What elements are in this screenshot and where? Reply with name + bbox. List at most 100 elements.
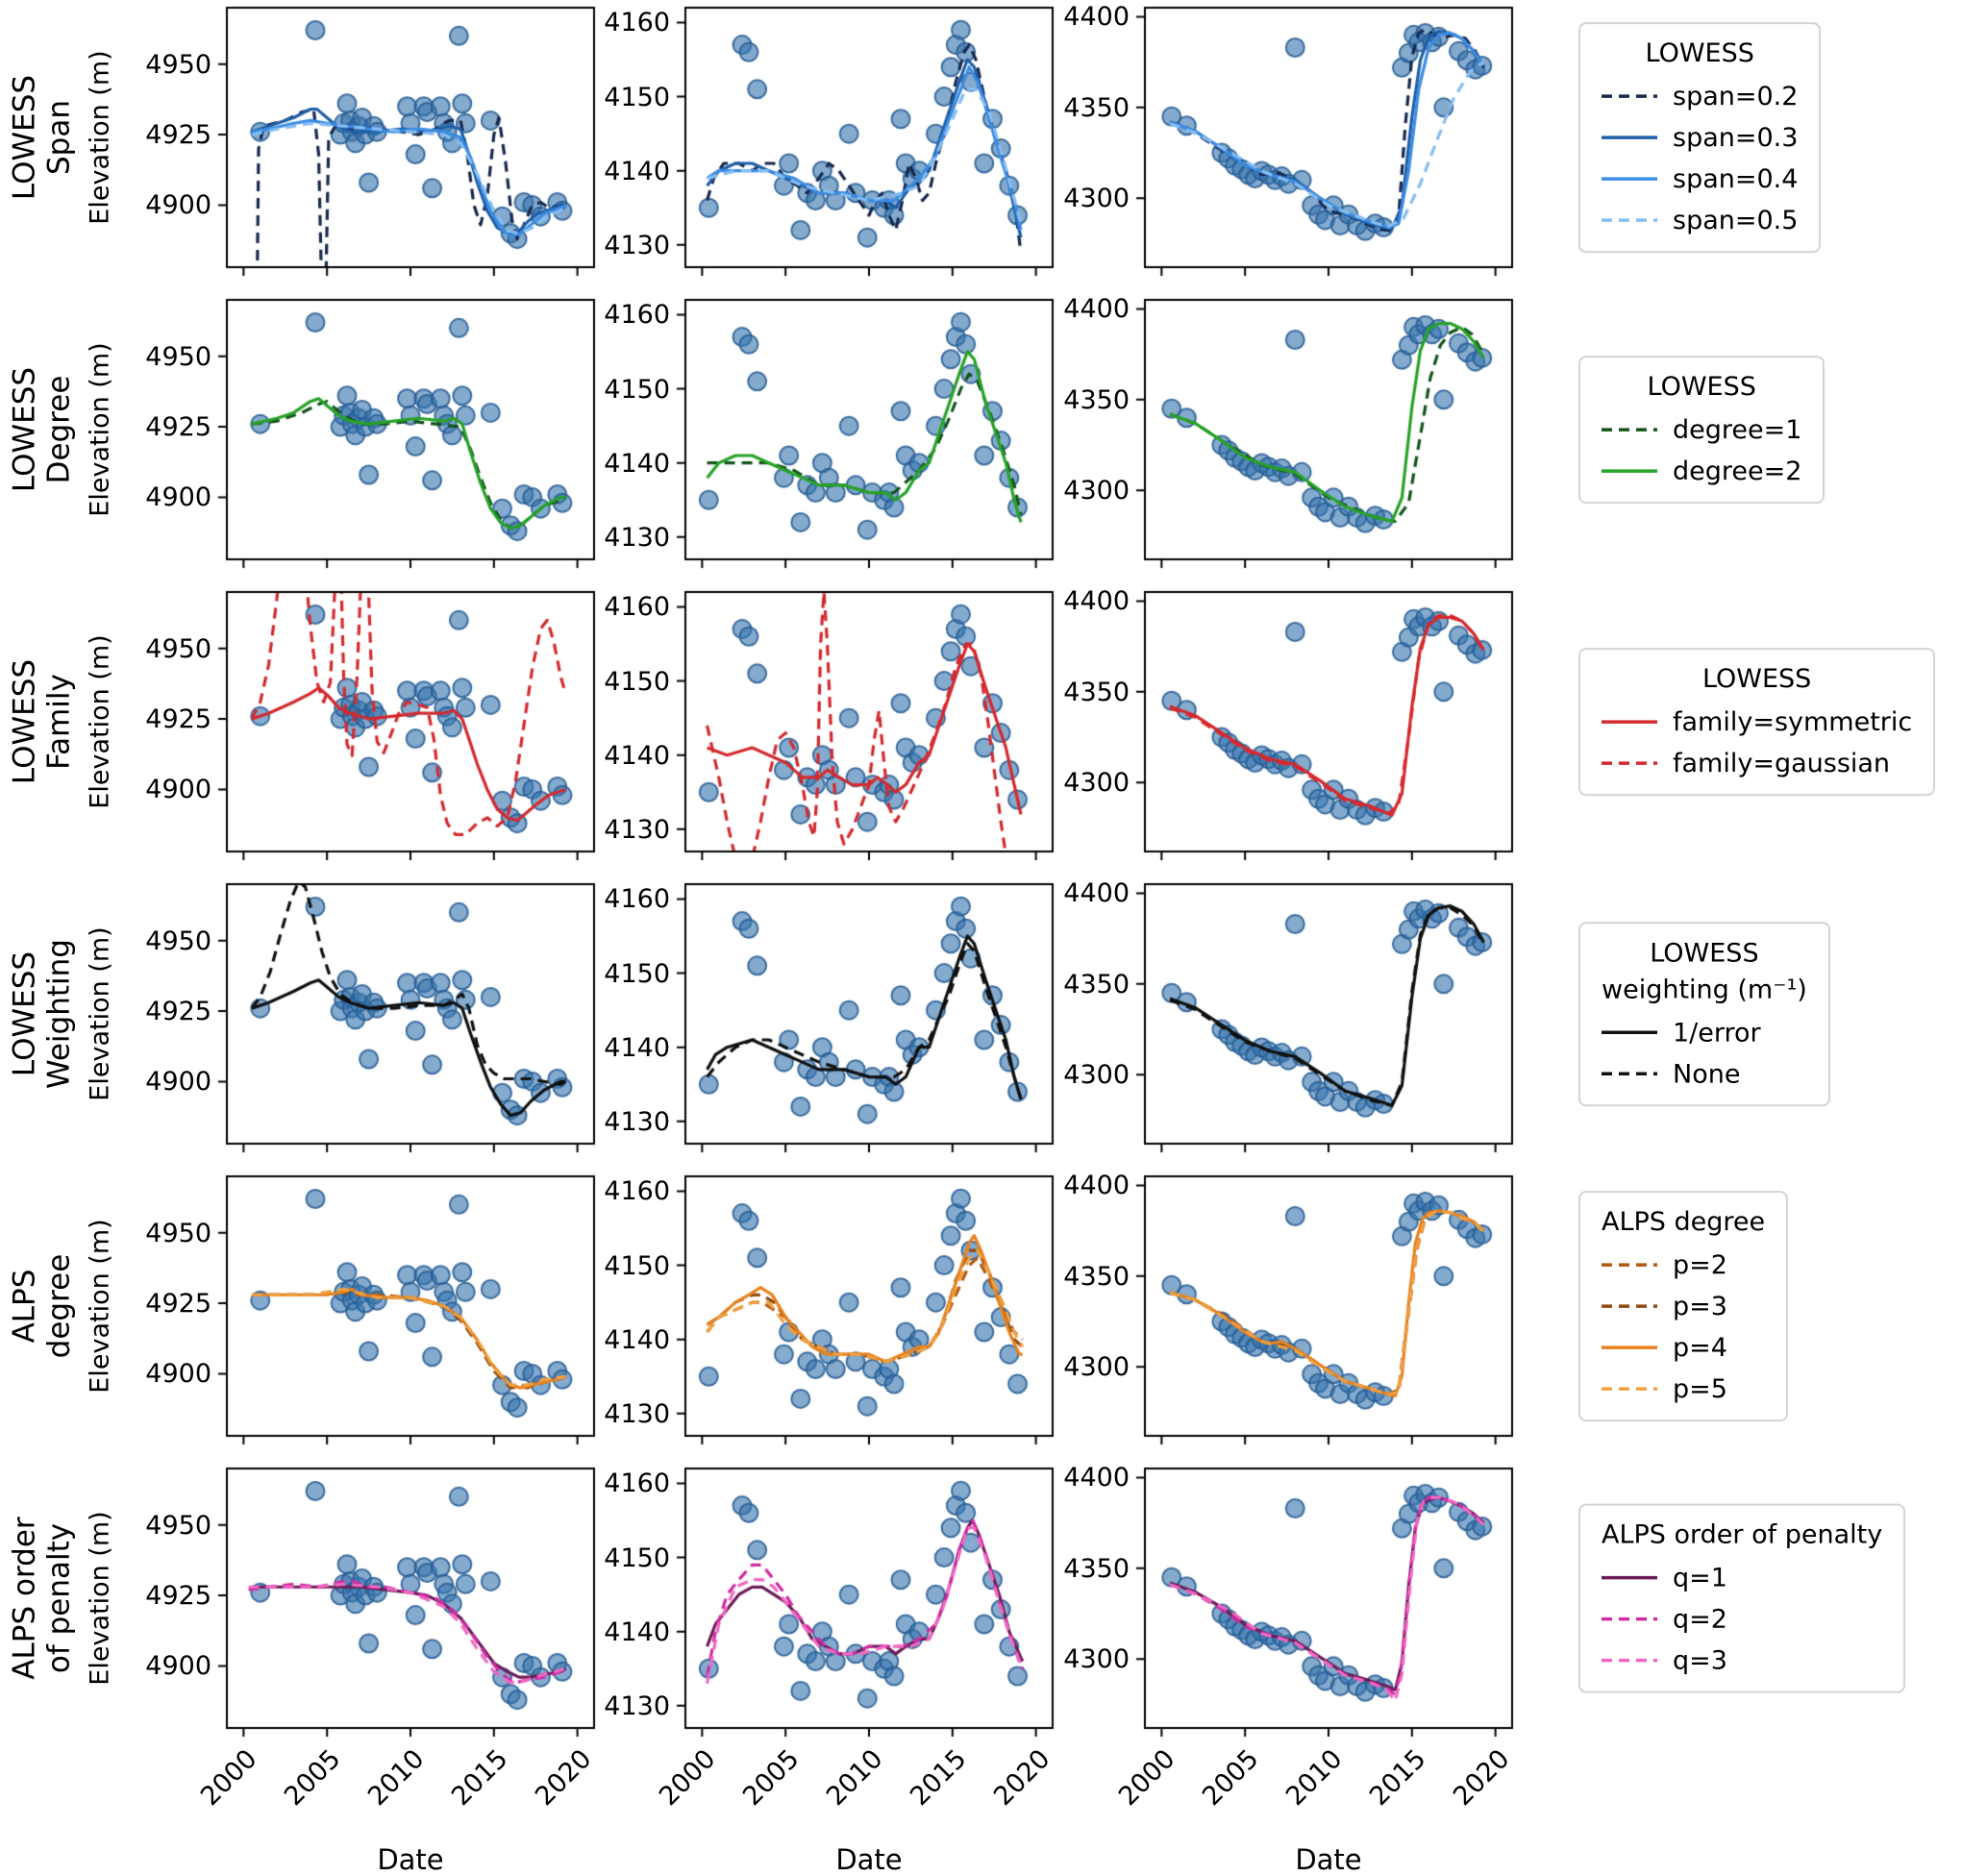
y-tick-label: 4350 [1063,969,1130,1000]
y-tick-label: 4150 [604,374,670,405]
y-tick-label: 4140 [604,1617,670,1647]
legend-line-sample-icon [1602,136,1657,140]
y-tick-label: 4400 [1063,2,1130,33]
legend-entry-label: span=0.5 [1673,205,1799,235]
legend-box: LOWESS span=0.2 span=0.3 span=0.4 span=0.5 [1578,22,1822,253]
legend-line-sample-icon [1602,94,1657,99]
legend-entry: span=0.3 [1602,123,1798,153]
y-tick-label: 4300 [1063,184,1130,214]
legend-entry: p=2 [1602,1250,1765,1280]
y-tick-label: 4140 [604,1032,670,1063]
legend-box: ALPS degree p=2 p=3 p=4 p=5 [1578,1191,1789,1421]
y-tick-label: 4950 [145,1218,211,1248]
legend-box: LOWESS degree=1 degree=2 [1578,356,1826,504]
y-tick-label: 4160 [604,300,670,331]
y-axis-label: Elevation (m) [85,1511,115,1686]
legend-line-sample-icon [1602,1617,1657,1621]
y-tick-label: 4900 [145,775,211,805]
legend-entry-label: span=0.3 [1673,122,1799,153]
y-tick-label: 4300 [1063,476,1130,506]
y-tick-label: 4150 [604,958,670,989]
y-tick-label: 4925 [145,704,211,735]
y-tick-label: 4150 [604,82,670,112]
legend-entry-label: p=2 [1673,1249,1727,1280]
y-tick-label: 4150 [604,1543,670,1573]
y-axis-label: Elevation (m) [85,50,115,225]
row-title-line: ALPS order [7,1517,42,1680]
y-tick-label: 4140 [604,740,670,771]
y-tick-label: 4950 [145,49,211,80]
row-title: LOWESS Family [7,658,76,785]
legend-title: weighting (m⁻¹) [1602,975,1807,1004]
legend-line-sample-icon [1602,1659,1657,1663]
x-axis-label: Date [835,1843,903,1876]
y-tick-label: 4400 [1063,586,1130,617]
y-tick-label: 4925 [145,1581,211,1612]
y-tick-label: 4130 [604,1398,670,1429]
y-tick-label: 4350 [1063,384,1130,415]
y-tick-label: 4160 [604,1469,670,1499]
legend-entry-label: q=3 [1673,1645,1727,1676]
y-tick-label: 4150 [604,1250,670,1281]
y-tick-label: 4400 [1063,1463,1130,1493]
y-tick-label: 4950 [145,1510,211,1541]
legend-line-sample-icon [1602,469,1657,474]
legend-entry: p=5 [1602,1374,1765,1404]
y-axis-label: Elevation (m) [85,1219,115,1394]
y-tick-label: 4160 [604,1176,670,1207]
y-tick-label: 4350 [1063,677,1130,707]
y-tick-label: 4140 [604,448,670,479]
row-title: ALPS degree [7,1253,76,1359]
legend-line-sample-icon [1602,1263,1657,1268]
legend-entry-label: p=3 [1673,1291,1727,1321]
legend-box: LOWESS weighting (m⁻¹) 1/error None [1578,922,1830,1106]
y-tick-label: 4350 [1063,92,1130,123]
x-axis-label: Date [1295,1843,1362,1876]
legend-entry-label: p=5 [1673,1373,1727,1404]
row-title: LOWESS Degree [7,367,76,492]
y-tick-label: 4950 [145,926,211,956]
legend-entry-label: family=symmetric [1673,706,1913,737]
legend-entry-label: q=1 [1673,1563,1727,1593]
x-axis-label: Date [377,1843,444,1876]
y-tick-label: 4160 [604,8,670,38]
row-title-line: ALPS [7,1269,42,1344]
legend-line-sample-icon [1602,720,1657,725]
legend-title: LOWESS [1647,372,1756,403]
y-axis-label: Elevation (m) [85,634,115,809]
y-tick-label: 4925 [145,1289,211,1320]
legend-entry: degree=2 [1602,457,1801,486]
y-axis-label: Elevation (m) [85,342,115,517]
y-tick-label: 4350 [1063,1261,1130,1292]
row-title-line: degree [41,1253,76,1359]
y-tick-label: 4400 [1063,878,1130,909]
y-tick-label: 4150 [604,666,670,697]
y-tick-label: 4900 [145,482,211,513]
legend-line-sample-icon [1602,1304,1657,1309]
legend-entry-label: q=2 [1673,1604,1727,1635]
y-tick-label: 4900 [145,190,211,221]
legend-line-sample-icon [1602,177,1657,182]
y-tick-label: 4130 [604,814,670,845]
y-tick-label: 4900 [145,1067,211,1098]
legend-entry: family=gaussian [1602,749,1912,778]
legend-title: ALPS order of penalty [1602,1519,1883,1550]
y-tick-label: 4925 [145,997,211,1027]
y-tick-label: 4900 [145,1359,211,1390]
row-title-line: Family [41,674,76,770]
y-tick-label: 4900 [145,1651,211,1682]
legend-entry: degree=1 [1602,415,1801,445]
row-title-line: Weighting [41,939,76,1089]
row-title-line: LOWESS [7,950,42,1077]
legend-line-sample-icon [1602,1072,1657,1075]
legend-entry: p=3 [1602,1292,1765,1321]
y-tick-label: 4400 [1063,1171,1130,1201]
legend-line-sample-icon [1602,761,1657,766]
legend-box: LOWESS family=symmetric family=gaussian [1578,648,1936,796]
legend-entry: None [1602,1059,1807,1089]
y-tick-label: 4925 [145,412,211,443]
row-title-line: LOWESS [7,74,42,201]
row-title-line: LOWESS [7,658,42,785]
row-title-line: Degree [41,375,76,484]
legend-entry: span=0.4 [1602,164,1798,194]
